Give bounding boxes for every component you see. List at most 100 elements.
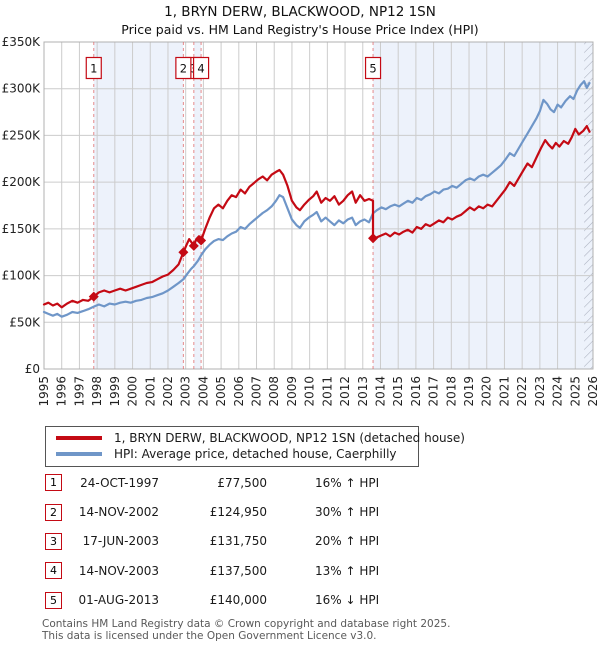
footer-line-1: Contains HM Land Registry data © Crown c… bbox=[42, 618, 451, 630]
sale-diamond-marker bbox=[368, 233, 379, 244]
x-axis-tick-label: 2011 bbox=[320, 376, 334, 407]
x-axis-tick-label: 1997 bbox=[72, 376, 86, 407]
x-axis-tick-label: 1996 bbox=[55, 376, 69, 407]
x-axis-tick-label: 2009 bbox=[285, 376, 299, 407]
sale-flag-number: 5 bbox=[369, 62, 376, 76]
x-axis-tick-label: 2007 bbox=[250, 376, 264, 407]
sale-price: £77,500 bbox=[217, 475, 267, 490]
x-axis-tick-label: 2025 bbox=[568, 376, 582, 407]
price-paid-line bbox=[42, 124, 591, 309]
page-subtitle: Price paid vs. HM Land Registry's House … bbox=[121, 22, 479, 37]
sale-diamond-marker bbox=[178, 247, 189, 258]
x-axis-tick-label: 2012 bbox=[338, 376, 352, 407]
sale-date: 14-NOV-2003 bbox=[78, 563, 159, 578]
sale-vs-hpi: 16% ↓ HPI bbox=[315, 593, 380, 608]
ownership-period-band bbox=[93, 42, 184, 369]
x-axis-tick-label: 2020 bbox=[480, 376, 494, 407]
sale-number-badge: 3 bbox=[45, 532, 62, 550]
price-history-chart: £0 £50K £100K £150K £200K £250K £300K £350K 1995… bbox=[2, 35, 600, 407]
sale-flag-badge[interactable] bbox=[364, 56, 382, 80]
x-axis-tick-label: 2010 bbox=[303, 376, 317, 407]
future-hatch-region bbox=[584, 42, 593, 369]
y-axis-tick-label: £0 bbox=[25, 362, 40, 376]
sale-date: 14-NOV-2002 bbox=[78, 505, 159, 520]
x-axis-tick-label: 2022 bbox=[515, 376, 529, 407]
sale-number-badge: 1 bbox=[45, 474, 62, 492]
table-row: 1 24-OCT-1997 £77,500 16% ↑ HPI bbox=[45, 468, 475, 497]
sale-number-badge: 5 bbox=[45, 591, 62, 609]
sale-flag-number: 2 bbox=[180, 62, 187, 76]
table-row: 2 14-NOV-2002 £124,950 30% ↑ HPI bbox=[45, 497, 475, 526]
sale-flag-number: 4 bbox=[197, 62, 204, 76]
license-footer: Contains HM Land Registry data © Crown c… bbox=[42, 618, 582, 642]
x-axis-tick-label: 2024 bbox=[551, 376, 565, 407]
x-axis-tick-label: 2002 bbox=[161, 376, 175, 407]
y-axis-tick-label: £150K bbox=[2, 222, 42, 236]
plot-border bbox=[43, 41, 594, 370]
sale-date: 17-JUN-2003 bbox=[82, 534, 159, 549]
x-axis-tick-label: 2021 bbox=[497, 376, 511, 407]
x-axis-tick-label: 2017 bbox=[427, 376, 441, 407]
table-row: 5 01-AUG-2013 £140,000 16% ↓ HPI bbox=[45, 586, 475, 615]
sale-date: 01-AUG-2013 bbox=[78, 593, 160, 608]
x-axis-tick-label: 2015 bbox=[391, 376, 405, 407]
x-axis-tick-label: 2023 bbox=[533, 376, 547, 407]
table-row: 3 17-JUN-2003 £131,750 20% ↑ HPI bbox=[45, 527, 475, 556]
hpi-line-swatch bbox=[56, 452, 102, 456]
sale-price: £137,500 bbox=[209, 563, 267, 578]
x-axis-tick-label: 2018 bbox=[444, 376, 458, 407]
x-axis-tick-label: 2001 bbox=[143, 376, 157, 407]
legend-row-price: 1, BRYN DERW, BLACKWOOD, NP12 1SN (detac… bbox=[54, 430, 465, 446]
x-axis-tick-label: 2019 bbox=[462, 376, 476, 407]
sale-flag-badge[interactable] bbox=[85, 56, 102, 80]
x-axis-tick-label: 2013 bbox=[356, 376, 370, 407]
y-axis-tick-label: £300K bbox=[2, 82, 42, 96]
sale-vs-hpi: 16% ↑ HPI bbox=[315, 475, 380, 490]
y-axis-tick-label: £200K bbox=[2, 175, 42, 189]
sale-diamond-marker bbox=[188, 240, 199, 251]
x-axis-tick-label: 1995 bbox=[37, 376, 51, 407]
y-axis-tick-label: £350K bbox=[2, 35, 42, 49]
sale-flag-badge[interactable] bbox=[192, 56, 210, 80]
x-axis-tick-label: 2005 bbox=[214, 376, 228, 407]
sale-flag-number: 1 bbox=[90, 62, 97, 76]
sale-price: £131,750 bbox=[209, 534, 267, 549]
x-axis-tick-label: 2003 bbox=[179, 376, 193, 407]
page-title: 1, BRYN DERW, BLACKWOOD, NP12 1SN bbox=[164, 4, 436, 20]
y-axis-tick-label: £50K bbox=[9, 315, 41, 329]
chart-legend: 1, BRYN DERW, BLACKWOOD, NP12 1SN (detac… bbox=[45, 426, 465, 467]
hpi-line bbox=[42, 80, 591, 318]
sale-diamond-marker bbox=[196, 235, 207, 246]
sale-flag-badge[interactable] bbox=[175, 56, 192, 80]
y-axis-tick-label: £100K bbox=[2, 269, 42, 283]
price-line-label: 1, BRYN DERW, BLACKWOOD, NP12 1SN (detac… bbox=[114, 431, 465, 445]
hpi-line-label: HPI: Average price, detached house, Caer… bbox=[114, 447, 397, 461]
x-axis-tick-label: 2016 bbox=[409, 376, 423, 407]
sale-date: 24-OCT-1997 bbox=[80, 475, 159, 490]
footer-line-2: This data is licensed under the Open Gov… bbox=[42, 629, 377, 642]
y-axis-tick-label: £250K bbox=[2, 128, 42, 142]
sale-vs-hpi: 13% ↑ HPI bbox=[315, 563, 380, 578]
x-axis-tick-label: 2026 bbox=[586, 376, 600, 407]
sale-number-badge: 4 bbox=[45, 562, 62, 580]
ownership-period-band bbox=[193, 42, 202, 369]
sale-number-badge: 2 bbox=[45, 503, 62, 521]
x-axis-tick-label: 2006 bbox=[232, 376, 246, 407]
sale-vs-hpi: 30% ↑ HPI bbox=[315, 505, 380, 520]
x-axis-tick-label: 2014 bbox=[373, 376, 387, 407]
x-axis-tick-label: 1998 bbox=[90, 376, 104, 407]
sale-diamond-marker bbox=[88, 291, 99, 302]
x-axis-tick-label: 2008 bbox=[267, 376, 281, 407]
x-axis-tick-label: 2000 bbox=[126, 376, 140, 407]
x-axis-tick-label: 2004 bbox=[196, 376, 210, 407]
sale-vs-hpi: 20% ↑ HPI bbox=[315, 534, 380, 549]
sale-price: £124,950 bbox=[209, 505, 267, 520]
x-axis-tick-label: 1999 bbox=[108, 376, 122, 407]
ownership-period-band bbox=[373, 42, 593, 369]
legend-row-hpi: HPI: Average price, detached house, Caer… bbox=[54, 446, 410, 462]
table-row: 4 14-NOV-2003 £137,500 13% ↑ HPI bbox=[45, 556, 475, 585]
sale-price: £140,000 bbox=[209, 593, 267, 608]
price-line-swatch bbox=[56, 436, 102, 440]
transactions-table: 1 24-OCT-1997 £77,500 16% ↑ HPI 2 14-NOV… bbox=[45, 468, 475, 615]
